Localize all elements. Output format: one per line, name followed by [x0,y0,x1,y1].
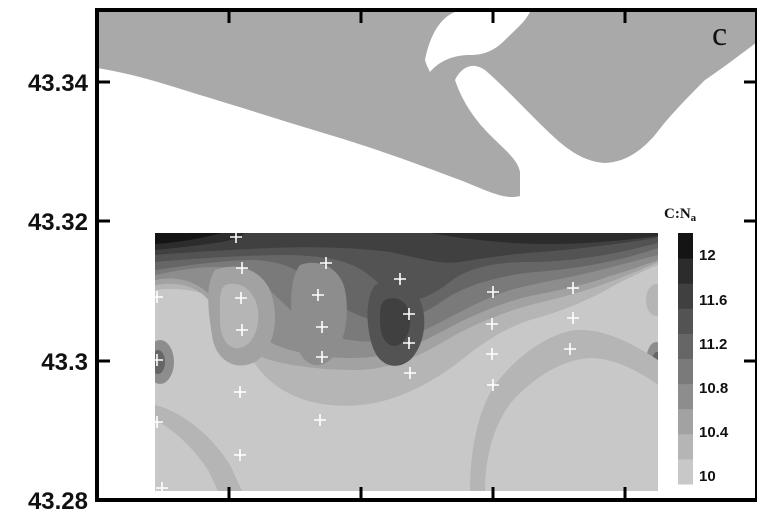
station-marker [151,354,163,366]
land-area [97,12,757,198]
colorbar-title: C:Na [664,206,697,224]
map-frame [95,8,757,502]
station-marker [486,348,498,360]
station-marker [487,379,499,391]
panel-label: c [712,16,727,53]
station-marker [567,282,579,294]
station-marker [320,257,332,269]
colorbar-swatch [678,258,693,284]
y-tick-label: 43.28 [28,488,88,515]
colorbar-swatch [678,358,693,385]
colorbar-swatch [678,333,693,359]
y-axis-ticks [97,80,757,363]
contour-level-9-east [430,233,658,244]
station-marker [314,414,326,426]
colorbar-tick-label: 10.4 [699,424,729,441]
station-marker [394,273,406,285]
y-tick-label: 43.32 [28,209,88,236]
colorbar-swatch [678,433,693,460]
station-marker [316,321,328,333]
colorbar-tick-label: 11.6 [699,292,727,309]
colorbar-tick-label: 12 [699,247,716,264]
station-marker [564,343,576,355]
station-marker [236,324,248,336]
colorbar-title-subscript: a [691,212,697,224]
station-marker [486,318,498,330]
contour-low-west-core [155,350,165,374]
station-marker [234,449,246,461]
contour-dark-centre-core [380,298,411,346]
x-axis-ticks [227,10,627,500]
colorbar-tick-label: 10 [699,468,716,485]
station-marker [404,367,416,379]
station-marker [151,416,163,428]
contour-high-lobe-west-inner [219,283,259,349]
colorbar-title-main: C:N [664,206,691,222]
colorbar-swatch [678,308,693,334]
contour-lightest-sw [155,420,218,491]
contour-level-10 [155,233,222,244]
colorbar-swatch [678,233,693,259]
water-bay [425,12,530,72]
contour-east-edge-light [646,284,658,316]
land-islet [500,33,536,55]
colorbar-swatch [678,408,693,435]
colorbar-swatch [678,283,693,309]
station-marker [236,262,248,274]
station-marker [403,337,415,349]
station-marker [234,386,246,398]
station-marker [235,292,247,304]
station-marker [403,308,415,320]
colorbar-swatch [678,458,693,485]
y-tick-label: 43.34 [28,70,89,97]
sample-stations [151,231,579,494]
contour-lightest-se [485,358,658,491]
station-marker [312,289,324,301]
y-tick-label: 43.3 [41,349,88,376]
station-marker [230,231,242,243]
colorbar-tick-label: 10.8 [699,380,728,397]
station-marker [156,482,168,494]
contour-mid-lobe [291,262,347,366]
colorbar: C:Na 12 11.6 11.2 10.8 10.4 10 [664,206,729,485]
station-marker [567,312,579,324]
contour-field [155,233,658,491]
station-marker [151,291,163,303]
colorbar-tick-label: 11.2 [699,336,727,353]
station-marker [487,286,499,298]
station-marker [316,351,328,363]
colorbar-swatch [678,383,693,410]
